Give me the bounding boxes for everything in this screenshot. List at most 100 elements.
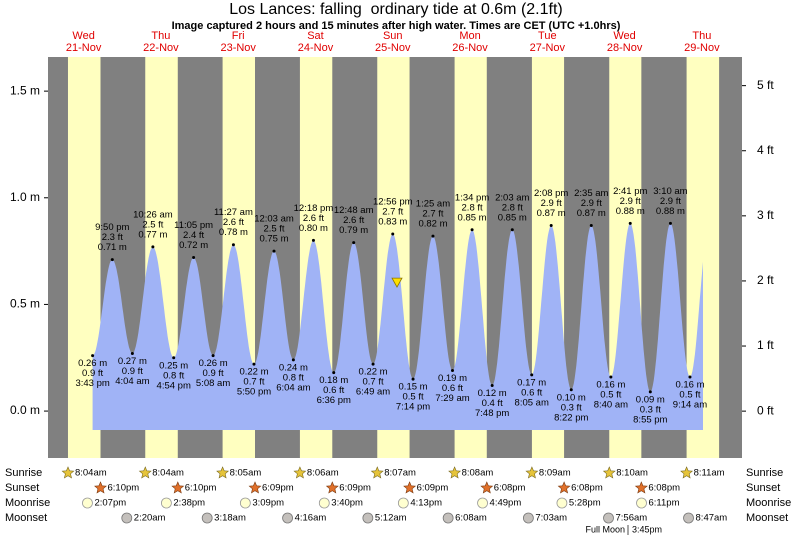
tide-height-ft: 2.6 ft	[303, 213, 324, 224]
tide-height-ft: 2.6 ft	[223, 217, 244, 228]
almanac-time: 7:03am	[535, 513, 567, 524]
y2-tick-label: 2 ft	[757, 273, 774, 287]
extreme-point	[648, 390, 652, 394]
tide-height-m: 0.71 m	[98, 242, 127, 253]
extreme-point	[549, 224, 553, 228]
almanac-time: 3:09pm	[252, 498, 284, 509]
almanac-row-label: Moonset	[5, 512, 47, 524]
extreme-point	[510, 228, 514, 232]
almanac-time: 4:16am	[295, 513, 327, 524]
tide-height-m: 0.83 m	[378, 217, 407, 228]
tide-height-ft: 2.4 ft	[183, 230, 204, 241]
sunset-icon	[171, 481, 185, 494]
tide-height-m: 0.09 m	[636, 394, 665, 405]
extreme-point	[688, 375, 692, 379]
current-level-marker	[391, 277, 403, 288]
tide-time: 3:10 am	[653, 186, 687, 197]
extreme-point	[530, 373, 534, 377]
full-moon-label: Full Moon	[585, 524, 625, 534]
extreme-point	[609, 375, 613, 379]
extreme-point	[252, 362, 256, 366]
y-tick-label: 1.5 m	[10, 83, 40, 97]
extreme-point	[151, 245, 155, 249]
extreme-point	[628, 221, 632, 225]
tide-height-m: 0.85 m	[458, 212, 487, 223]
tide-time: 8:22 pm	[554, 412, 588, 423]
date-label: 24-Nov	[298, 42, 334, 54]
almanac-row-label: Sunset	[5, 482, 39, 494]
tide-time: 12:56 pm	[373, 197, 413, 208]
moonset-icon	[603, 512, 614, 524]
tide-height-ft: 0.9 ft	[122, 366, 143, 377]
almanac-time: 8:11am	[694, 468, 725, 479]
moonset-icon	[282, 512, 293, 524]
tide-height-ft: 2.5 ft	[263, 224, 284, 235]
sunset-icon	[94, 481, 107, 494]
tide-height-m: 0.12 m	[478, 388, 507, 399]
tide-height-ft: 0.4 ft	[482, 398, 503, 409]
tide-time: 12:03 am	[254, 214, 294, 225]
moonset-icon	[201, 512, 213, 524]
tide-time: 6:36 pm	[317, 395, 351, 406]
sunset-icon	[634, 481, 648, 494]
date-label: 21-Nov	[66, 42, 102, 54]
day-label: Wed	[72, 30, 94, 42]
tide-height-ft: 2.6 ft	[343, 215, 364, 226]
almanac-time: 5:12am	[375, 513, 407, 524]
extreme-point	[589, 224, 593, 228]
tide-height-m: 0.88 m	[616, 206, 645, 217]
tide-time: 8:55 pm	[633, 414, 667, 425]
tide-time: 1:34 pm	[455, 192, 489, 203]
moonrise-icon	[397, 497, 409, 509]
tide-height-ft: 2.8 ft	[462, 202, 483, 213]
moonset-icon	[522, 512, 534, 524]
tide-height-m: 0.88 m	[656, 206, 685, 217]
almanac-time: 8:05am	[230, 468, 262, 479]
tide-height-m: 0.16 m	[596, 379, 625, 390]
y-tick-label: 0.0 m	[10, 403, 40, 417]
tide-height-ft: 0.6 ft	[521, 387, 542, 398]
tide-time: 11:05 pm	[174, 220, 213, 231]
extreme-point	[231, 243, 235, 247]
tide-height-m: 0.79 m	[339, 225, 368, 236]
extreme-point	[569, 388, 573, 392]
tide-time: 10:26 am	[133, 209, 173, 220]
extreme-point	[110, 258, 114, 262]
almanac-row-label-right: Moonset	[746, 512, 788, 524]
almanac-time: 8:08am	[462, 468, 494, 479]
y2-tick-label: 0 ft	[757, 403, 774, 417]
extreme-point	[272, 249, 276, 253]
tide-height-m: 0.77 m	[138, 229, 167, 240]
tide-time: 6:49 am	[356, 387, 390, 398]
tide-height-ft: 2.7 ft	[382, 207, 403, 218]
extreme-point	[172, 356, 176, 360]
tide-height-ft: 0.9 ft	[82, 368, 103, 379]
almanac-time: 8:07am	[384, 468, 416, 479]
y2-tick-label: 1 ft	[757, 338, 774, 352]
almanac-time: 3:18am	[214, 513, 246, 524]
sunset-icon	[480, 481, 494, 494]
sunrise-icon	[370, 466, 384, 479]
tide-time: 4:54 pm	[157, 380, 191, 391]
moonset-icon	[442, 512, 454, 524]
tide-height-m: 0.26 m	[199, 358, 228, 369]
almanac-row-label-right: Moonrise	[746, 497, 791, 509]
moonrise-icon	[239, 497, 251, 509]
tide-height-m: 0.18 m	[319, 375, 348, 386]
extreme-point	[332, 371, 336, 375]
tide-height-m: 0.22 m	[239, 367, 268, 378]
extreme-point	[450, 369, 454, 373]
extreme-point	[411, 377, 415, 381]
almanac-time: 6:09pm	[417, 483, 449, 494]
day-label: Sun	[383, 30, 403, 42]
tide-time: 2:41 pm	[613, 186, 647, 197]
tide-time: 5:08 am	[196, 378, 230, 389]
tide-height-ft: 0.6 ft	[323, 385, 344, 396]
moonrise-icon	[477, 497, 488, 509]
tide-height-m: 0.75 m	[259, 234, 288, 245]
tide-time: 9:50 pm	[95, 222, 129, 233]
almanac-time: 4:49pm	[490, 498, 522, 509]
tide-height-ft: 0.8 ft	[163, 370, 184, 381]
tide-height-ft: 0.7 ft	[363, 377, 384, 388]
day-label: Thu	[151, 30, 170, 42]
